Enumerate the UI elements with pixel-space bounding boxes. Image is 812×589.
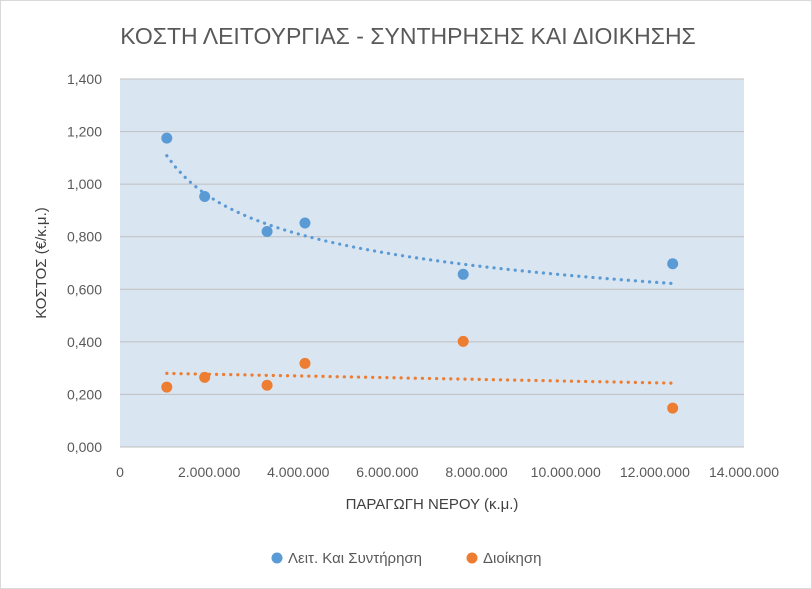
trendlines [165, 154, 675, 385]
x-tick-label: 12.000.000 [620, 464, 690, 480]
x-tick-label: 0 [116, 464, 124, 480]
y-tick-label: 1,400 [67, 71, 102, 87]
x-tick-label: 2.000.000 [178, 464, 240, 480]
y-tick-label: 0,800 [67, 229, 102, 245]
x-axis-label: ΠΑΡΑΓΩΓΗ ΝΕΡΟΥ (κ.μ.) [346, 496, 519, 513]
x-tick-label: 10.000.000 [531, 464, 601, 480]
data-point-maintenance [261, 225, 273, 237]
legend-label: Διοίκηση [483, 550, 541, 567]
y-tick-label: 0,400 [67, 334, 102, 350]
y-axis-ticks: 0,000 0,200 0,400 0,600 0,800 1,000 1,200 1,400 [67, 71, 102, 455]
legend: Λειτ. Και Συντήρηση Διοίκηση [271, 550, 541, 567]
x-axis-ticks: 0 2.000.000 4.000.000 6.000.000 8.000.000 10.… [116, 464, 779, 480]
legend-label: Λειτ. Και Συντήρηση [288, 550, 422, 567]
data-point-administration [261, 379, 273, 391]
legend-marker [271, 552, 283, 564]
gridlines [120, 78, 744, 448]
y-axis-label: ΚΟΣΤΟΣ (€/κ.μ.) [33, 207, 50, 318]
data-point-maintenance [299, 217, 311, 229]
y-tick-label: 1,200 [67, 124, 102, 140]
data-point-administration [161, 381, 173, 393]
data-point-administration [667, 402, 679, 414]
data-point-administration [299, 357, 311, 369]
plot-area [120, 79, 744, 447]
data-point-maintenance [199, 190, 211, 202]
trendline-maintenance [165, 154, 675, 286]
y-tick-label: 0,000 [67, 439, 102, 455]
x-tick-label: 14.000.000 [709, 464, 779, 480]
legend-marker [466, 552, 478, 564]
data-points [161, 132, 679, 414]
chart-title: ΚΟΣΤΗ ΛΕΙΤΟΥΡΓΙΑΣ - ΣΥΝΤΗΡΗΣΗΣ ΚΑΙ ΔΙΟΙΚ… [120, 23, 696, 49]
data-point-administration [199, 371, 211, 383]
trendline-administration [165, 371, 675, 385]
y-tick-label: 1,000 [67, 176, 102, 192]
y-tick-label: 0,200 [67, 386, 102, 402]
x-tick-label: 4.000.000 [267, 464, 329, 480]
y-tick-label: 0,600 [67, 281, 102, 297]
data-point-maintenance [161, 132, 173, 144]
x-tick-label: 8.000.000 [445, 464, 507, 480]
data-point-maintenance [667, 258, 679, 270]
data-point-administration [457, 335, 469, 347]
data-point-maintenance [457, 268, 469, 280]
x-tick-label: 6.000.000 [356, 464, 418, 480]
